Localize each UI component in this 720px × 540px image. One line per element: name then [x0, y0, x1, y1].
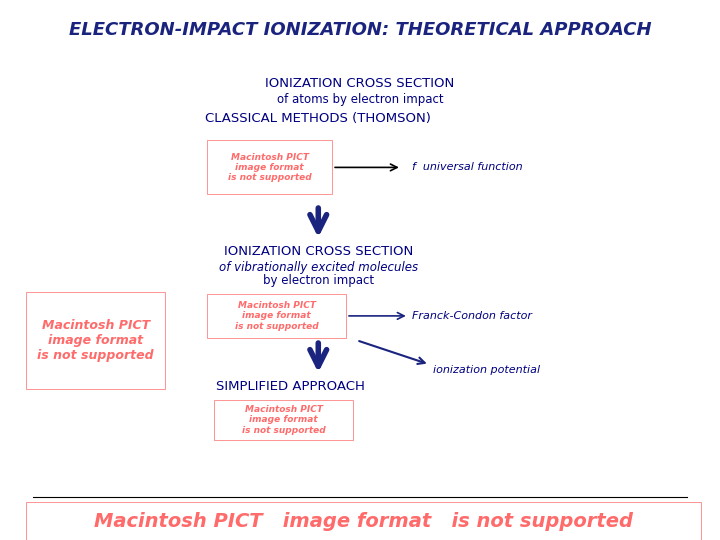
Text: Franck-Condon factor: Franck-Condon factor	[412, 311, 532, 321]
Text: Macintosh PICT
image format
is not supported: Macintosh PICT image format is not suppo…	[242, 405, 325, 435]
Text: Macintosh PICT
image format
is not supported: Macintosh PICT image format is not suppo…	[37, 319, 154, 362]
Text: IONIZATION CROSS SECTION: IONIZATION CROSS SECTION	[224, 245, 413, 258]
FancyBboxPatch shape	[207, 294, 346, 338]
Text: Macintosh PICT   image format   is not supported: Macintosh PICT image format is not suppo…	[94, 511, 633, 531]
FancyBboxPatch shape	[214, 400, 353, 440]
Text: Macintosh PICT
image format
is not supported: Macintosh PICT image format is not suppo…	[228, 152, 312, 183]
Text: CLASSICAL METHODS (THOMSON): CLASSICAL METHODS (THOMSON)	[205, 112, 431, 125]
Text: Macintosh PICT
image format
is not supported: Macintosh PICT image format is not suppo…	[235, 301, 318, 331]
FancyBboxPatch shape	[26, 292, 166, 389]
FancyBboxPatch shape	[26, 502, 701, 540]
Text: ionization potential: ionization potential	[433, 365, 540, 375]
FancyBboxPatch shape	[207, 140, 332, 194]
Text: IONIZATION CROSS SECTION: IONIZATION CROSS SECTION	[266, 77, 454, 90]
Text: of atoms by electron impact: of atoms by electron impact	[276, 93, 444, 106]
Text: ELECTRON-IMPACT IONIZATION: THEORETICAL APPROACH: ELECTRON-IMPACT IONIZATION: THEORETICAL …	[68, 21, 652, 39]
Text: f  universal function: f universal function	[412, 163, 523, 172]
Text: SIMPLIFIED APPROACH: SIMPLIFIED APPROACH	[216, 380, 365, 393]
Text: by electron impact: by electron impact	[263, 274, 374, 287]
Text: of vibrationally excited molecules: of vibrationally excited molecules	[219, 261, 418, 274]
